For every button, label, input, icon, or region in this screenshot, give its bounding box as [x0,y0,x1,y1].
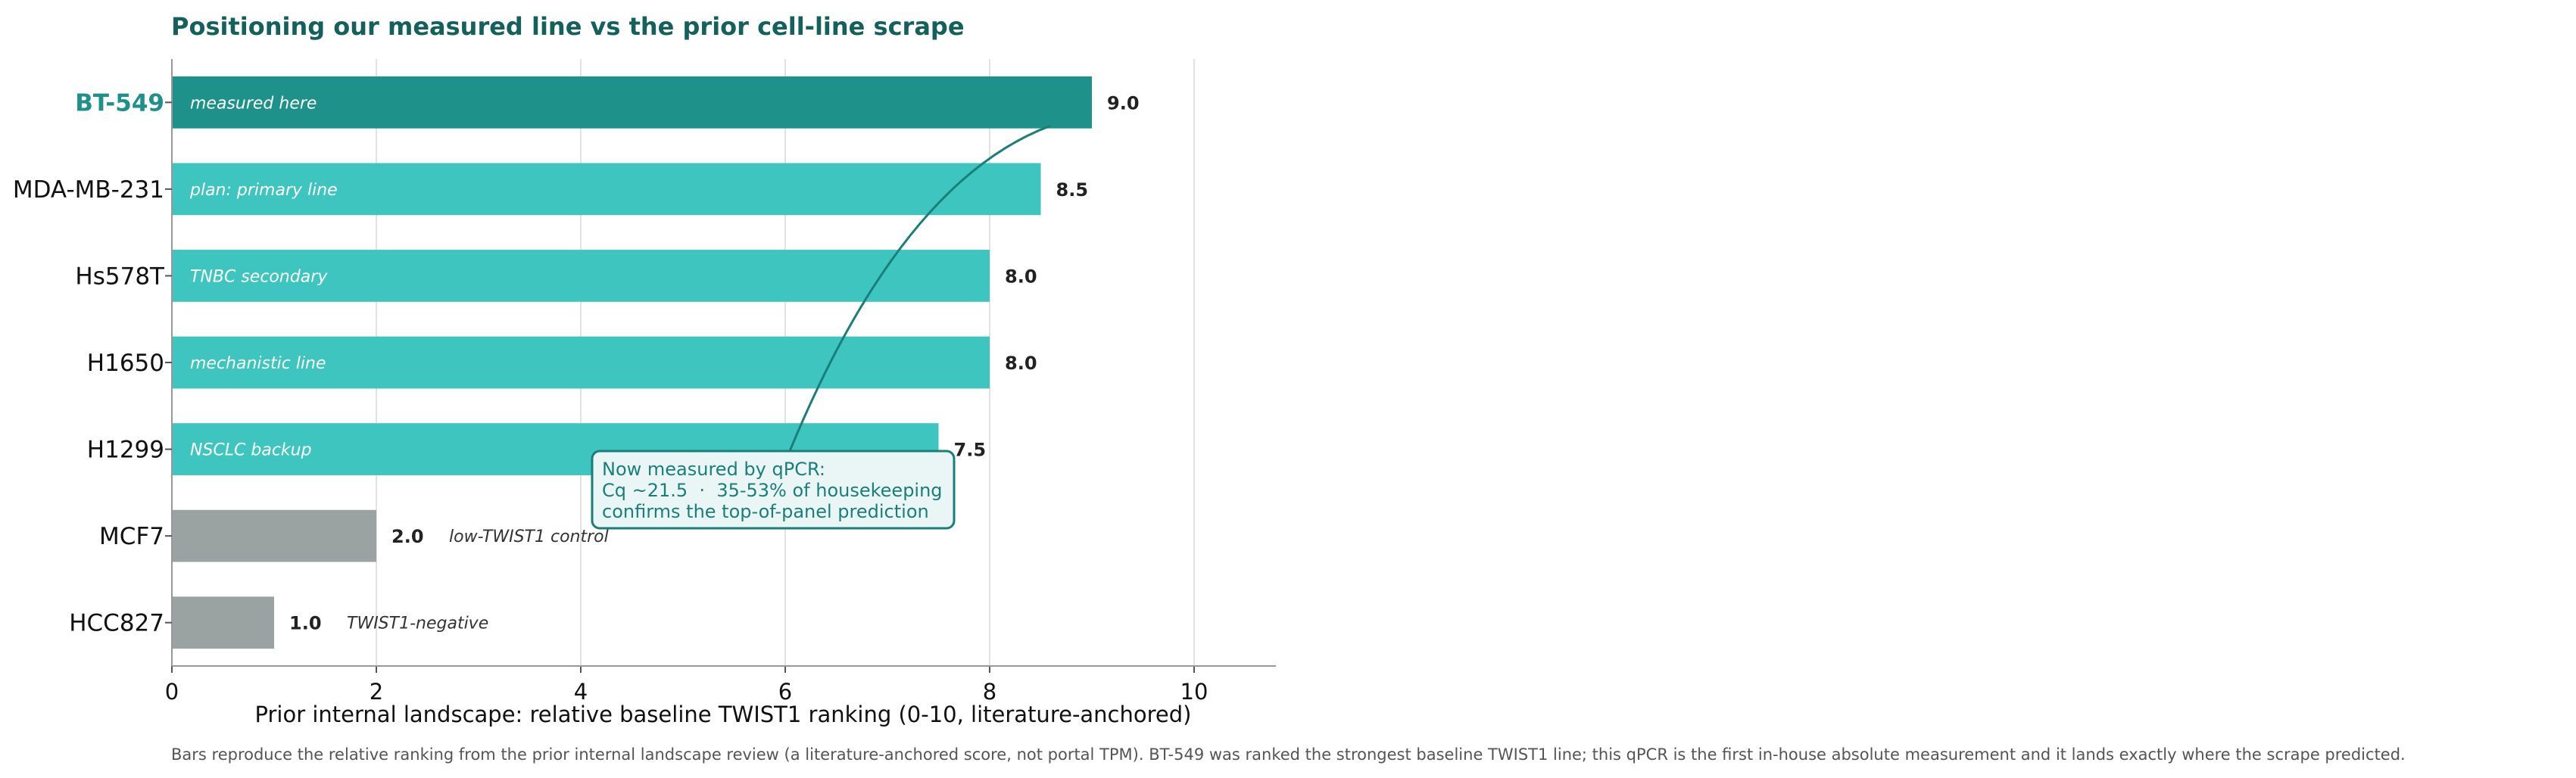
value-label: 8.5 [1056,179,1089,201]
y-tick-label: HCC827 [69,610,164,637]
annotation-text: Now measured by qPCR: [602,459,825,480]
y-tick-label: H1299 [87,437,164,464]
y-tick-label: BT-549 [75,89,164,117]
x-tick-label: 2 [370,679,383,705]
bar [172,596,274,649]
bar-note: low-TWIST1 control [449,527,609,546]
bars [172,76,1092,649]
x-tick-label: 8 [983,679,996,705]
value-label: 8.0 [1005,266,1037,287]
value-label: 2.0 [391,526,424,547]
x-tick-label: 0 [165,679,179,705]
chart-caption: Bars reproduce the relative ranking from… [171,745,2406,764]
value-label: 9.0 [1107,92,1140,114]
bar [172,250,990,302]
x-axis-label: Prior internal landscape: relative basel… [255,702,1192,727]
annotation-box [591,450,956,530]
y-tick-label: MCF7 [99,523,164,550]
bar-note: TWIST1-negative [347,615,488,633]
bar-inside-label: mechanistic line [190,354,326,373]
bar-inside-label: NSCLC backup [190,441,312,460]
y-tick-label: Hs578T [75,263,165,290]
x-tick-label: 6 [778,679,792,705]
bar [172,163,1041,216]
labels: BT-549 measured here 9.0 MDA-MB-231 plan: pr… [13,89,1140,636]
axes: 0 2 4 6 8 10 [165,59,1276,705]
x-tick-label: 4 [574,679,588,705]
annotation-arrow [788,124,1051,452]
annotation-text: Cq ~21.5 · 35-53% of housekeeping [602,480,943,501]
bar-inside-label: TNBC secondary [190,267,328,286]
x-tick-label: 10 [1180,679,1208,705]
bar [172,336,990,389]
value-label: 8.0 [1005,353,1037,374]
annotation-text: confirms the top-of-panel prediction [602,501,929,522]
chart-title: Positioning our measured line vs the pri… [171,12,965,41]
bar [172,76,1092,129]
value-label: 7.5 [954,440,987,461]
bar-inside-label: measured here [190,94,317,113]
bar [172,509,376,562]
value-label: 1.0 [289,613,322,634]
y-tick-label: H1650 [87,350,164,377]
bar-inside-label: plan: primary line [189,181,338,200]
y-tick-label: MDA-MB-231 [13,176,164,204]
